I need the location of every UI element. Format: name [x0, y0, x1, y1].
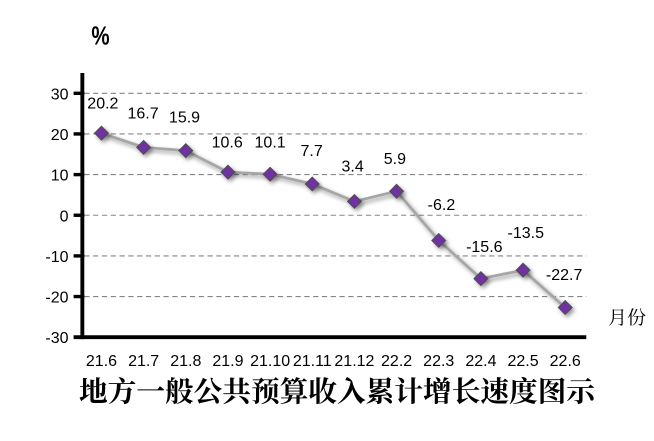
data-point-markers — [93, 125, 573, 316]
y-axis-unit-label: % — [91, 21, 109, 50]
data-labels: 20.2 16.7 15.9 10.6 10.1 7.7 3.4 5.9 -6.2 -15.6 -1… — [87, 95, 582, 284]
data-point-marker — [136, 139, 152, 155]
data-point-marker — [93, 125, 110, 141]
data-point-marker — [388, 183, 405, 199]
data-point-marker — [346, 193, 363, 210]
data-point-marker — [178, 143, 194, 159]
chart-title — [79, 376, 595, 405]
y-tick-labels: 30 20 10 0 -10 -20 -30 — [45, 86, 68, 347]
data-point-marker — [431, 232, 447, 249]
x-tick-label: 21.8 — [170, 353, 201, 370]
data-label: -15.6 — [466, 239, 503, 256]
x-tick-label: 21.12 — [334, 353, 374, 370]
data-point-marker — [304, 176, 320, 192]
x-tick-label: 21.9 — [212, 353, 243, 370]
x-axis-title-glyphs — [608, 308, 646, 326]
data-point-marker — [262, 166, 278, 182]
series-line-path — [101, 131, 567, 309]
x-tick-labels: 21.6 21.7 21.8 21.9 21.10 21.11 21.12 22.2 22.3 2… — [86, 353, 581, 370]
data-label: 15.9 — [169, 110, 200, 127]
x-tick-label: 21.6 — [86, 353, 117, 370]
data-label: 7.7 — [301, 143, 323, 160]
x-axis-title — [608, 308, 646, 326]
y-tick-label: -10 — [45, 249, 68, 266]
y-tick-label: 0 — [60, 208, 69, 225]
y-tick-label: 20 — [51, 127, 69, 144]
x-tick-label: 21.10 — [250, 353, 290, 370]
x-tick-label: 21.7 — [128, 353, 159, 370]
data-label: 10.6 — [212, 134, 243, 151]
chart-title-glyphs — [79, 376, 595, 405]
data-label: 20.2 — [87, 95, 118, 112]
data-label: 3.4 — [342, 158, 364, 175]
axes — [73, 73, 587, 340]
data-point-marker — [473, 271, 489, 287]
x-tick-label: 22.6 — [550, 353, 581, 370]
x-tick-label: 22.5 — [507, 353, 538, 370]
y-tick-label: -30 — [45, 330, 68, 347]
x-tick-label: 22.2 — [381, 353, 412, 370]
y-tick-label: 30 — [51, 86, 69, 103]
series-line — [101, 131, 567, 309]
y-tick-label: 10 — [51, 168, 69, 185]
data-label: 10.1 — [255, 134, 286, 151]
data-label: 16.7 — [127, 106, 158, 123]
x-tick-label: 22.3 — [423, 353, 454, 370]
data-label: 5.9 — [384, 151, 406, 168]
y-tick-label: -20 — [45, 290, 68, 307]
x-tick-label: 22.4 — [465, 353, 496, 370]
data-label: -22.7 — [546, 267, 583, 284]
data-label: -6.2 — [428, 197, 456, 214]
data-label: -13.5 — [508, 225, 545, 242]
x-tick-label: 21.11 — [293, 353, 332, 370]
data-point-marker — [557, 299, 573, 316]
data-point-marker — [220, 164, 236, 180]
data-point-marker — [515, 262, 531, 278]
gridlines — [84, 92, 587, 298]
